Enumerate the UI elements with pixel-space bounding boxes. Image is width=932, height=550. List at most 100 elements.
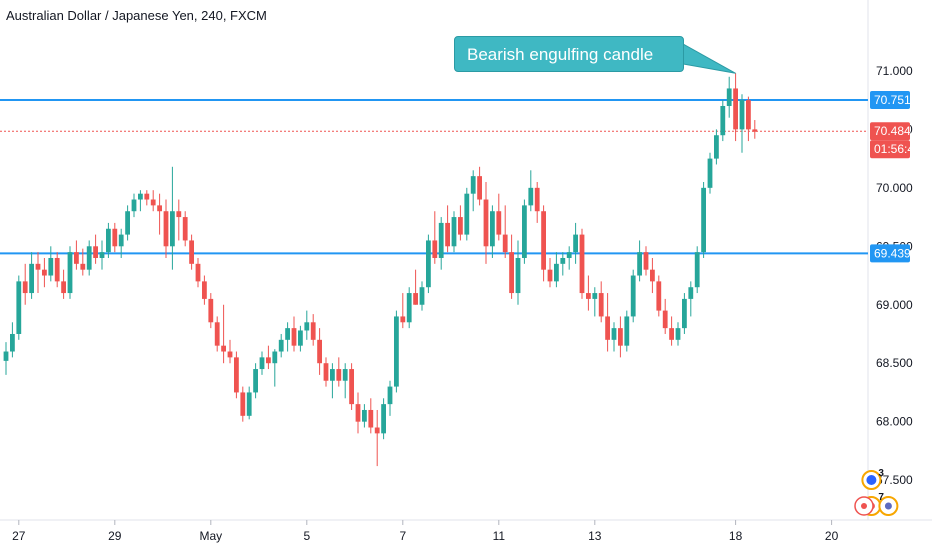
annotation-pointer <box>682 43 736 74</box>
level-price-badge-2-text: 69.439 <box>874 246 911 260</box>
candle-body <box>221 345 226 352</box>
candle-body <box>618 328 623 346</box>
candle-body <box>656 281 662 311</box>
countdown-badge: 01:56:45 <box>870 140 921 159</box>
event-count-7: 7 <box>878 492 884 503</box>
x-tick-label: 7 <box>399 529 406 543</box>
candle-body <box>131 199 137 212</box>
candle-body <box>349 369 354 405</box>
candle-body <box>317 339 322 364</box>
candle-body <box>502 234 508 253</box>
candle-body <box>707 158 713 188</box>
y-tick-label: 69.000 <box>876 298 913 312</box>
candle-body <box>80 263 86 270</box>
candle-body <box>694 252 700 288</box>
candle-body <box>336 369 342 381</box>
candle-body <box>483 199 489 247</box>
x-tick-label: 27 <box>12 529 26 543</box>
candle-body <box>451 217 457 247</box>
candle-body <box>560 257 566 264</box>
candle-body <box>746 100 751 130</box>
candle-body <box>304 322 310 331</box>
candle-body <box>368 409 374 428</box>
candle-body <box>202 281 207 299</box>
candle-body <box>259 357 265 370</box>
candle-body <box>138 193 143 200</box>
candle-body <box>355 404 361 422</box>
event-count-3: 3 <box>878 468 884 479</box>
event-dot-red <box>861 503 867 509</box>
level-price-badge-1: 70.751 <box>870 91 911 110</box>
candle-body <box>182 217 188 241</box>
candle-body <box>598 293 604 317</box>
candle-body <box>208 298 214 323</box>
candle-body <box>362 409 367 422</box>
candle-body <box>490 211 495 247</box>
candle-body <box>253 369 258 393</box>
candle-body <box>150 199 156 206</box>
candle-body <box>298 330 303 346</box>
annotation-pointer-shape <box>682 43 736 74</box>
candle-body <box>189 240 194 264</box>
candle-body <box>10 333 15 352</box>
candle-body <box>118 234 124 247</box>
candle-body <box>573 234 578 253</box>
x-tick-label: 29 <box>108 529 122 543</box>
x-tick-label: 11 <box>493 529 506 543</box>
time-axis[interactable]: 27 29 May 5 7 11 13 18 20 <box>12 520 839 543</box>
candle-body <box>515 257 521 294</box>
candle-body <box>477 176 482 200</box>
countdown-badge-text: 01:56:45 <box>874 142 921 156</box>
candle-body <box>400 316 406 323</box>
last-price-badge-text: 70.484 <box>874 124 911 138</box>
candle-body <box>464 193 470 235</box>
candle-body <box>701 187 706 253</box>
candle-body <box>22 281 28 294</box>
event-dot <box>884 502 892 510</box>
candle-body <box>176 211 182 218</box>
economic-events[interactable]: 37 <box>854 468 899 516</box>
candle-body <box>669 328 674 340</box>
candle-body <box>406 293 412 323</box>
candle-body <box>643 252 649 270</box>
candle-body <box>438 222 444 258</box>
candle-body <box>682 298 687 329</box>
candle-body <box>381 404 386 434</box>
x-tick-label: 5 <box>303 529 310 543</box>
candle-body <box>637 252 642 276</box>
candle-body <box>426 240 431 288</box>
y-tick-label: 68.500 <box>876 356 913 370</box>
candle-body <box>291 328 297 346</box>
candle-body <box>323 363 329 381</box>
candle-body <box>445 222 450 247</box>
candle-body <box>106 228 111 253</box>
x-tick-label: May <box>199 529 222 543</box>
candle-body <box>726 88 732 106</box>
candle-body <box>170 211 175 247</box>
candle-body <box>624 316 630 346</box>
candle-body <box>496 211 502 235</box>
candle-body <box>266 357 271 364</box>
candle-body <box>605 316 610 340</box>
candle-body <box>522 205 527 258</box>
last-price-badge-bg <box>870 122 910 141</box>
candle-body <box>330 369 335 381</box>
y-tick-label: 67.500 <box>876 473 913 487</box>
level-price-badge-2-bg <box>870 244 910 263</box>
candle-body <box>54 257 60 282</box>
candle-body <box>93 246 98 258</box>
flag-fill <box>866 475 877 485</box>
candle-body <box>195 263 201 282</box>
candle-body <box>579 234 585 294</box>
candle-body <box>739 100 745 130</box>
candle-body <box>42 269 47 276</box>
candle-body <box>432 240 438 258</box>
candle-body <box>310 322 316 340</box>
candle-body <box>61 281 66 294</box>
candle-body <box>534 187 540 212</box>
event-icon-au: 3 <box>861 468 884 490</box>
annotation-callout[interactable]: Bearish engulfing candle <box>454 36 684 72</box>
level-price-badge-2: 69.439 <box>870 244 911 263</box>
candle-body <box>16 281 22 334</box>
